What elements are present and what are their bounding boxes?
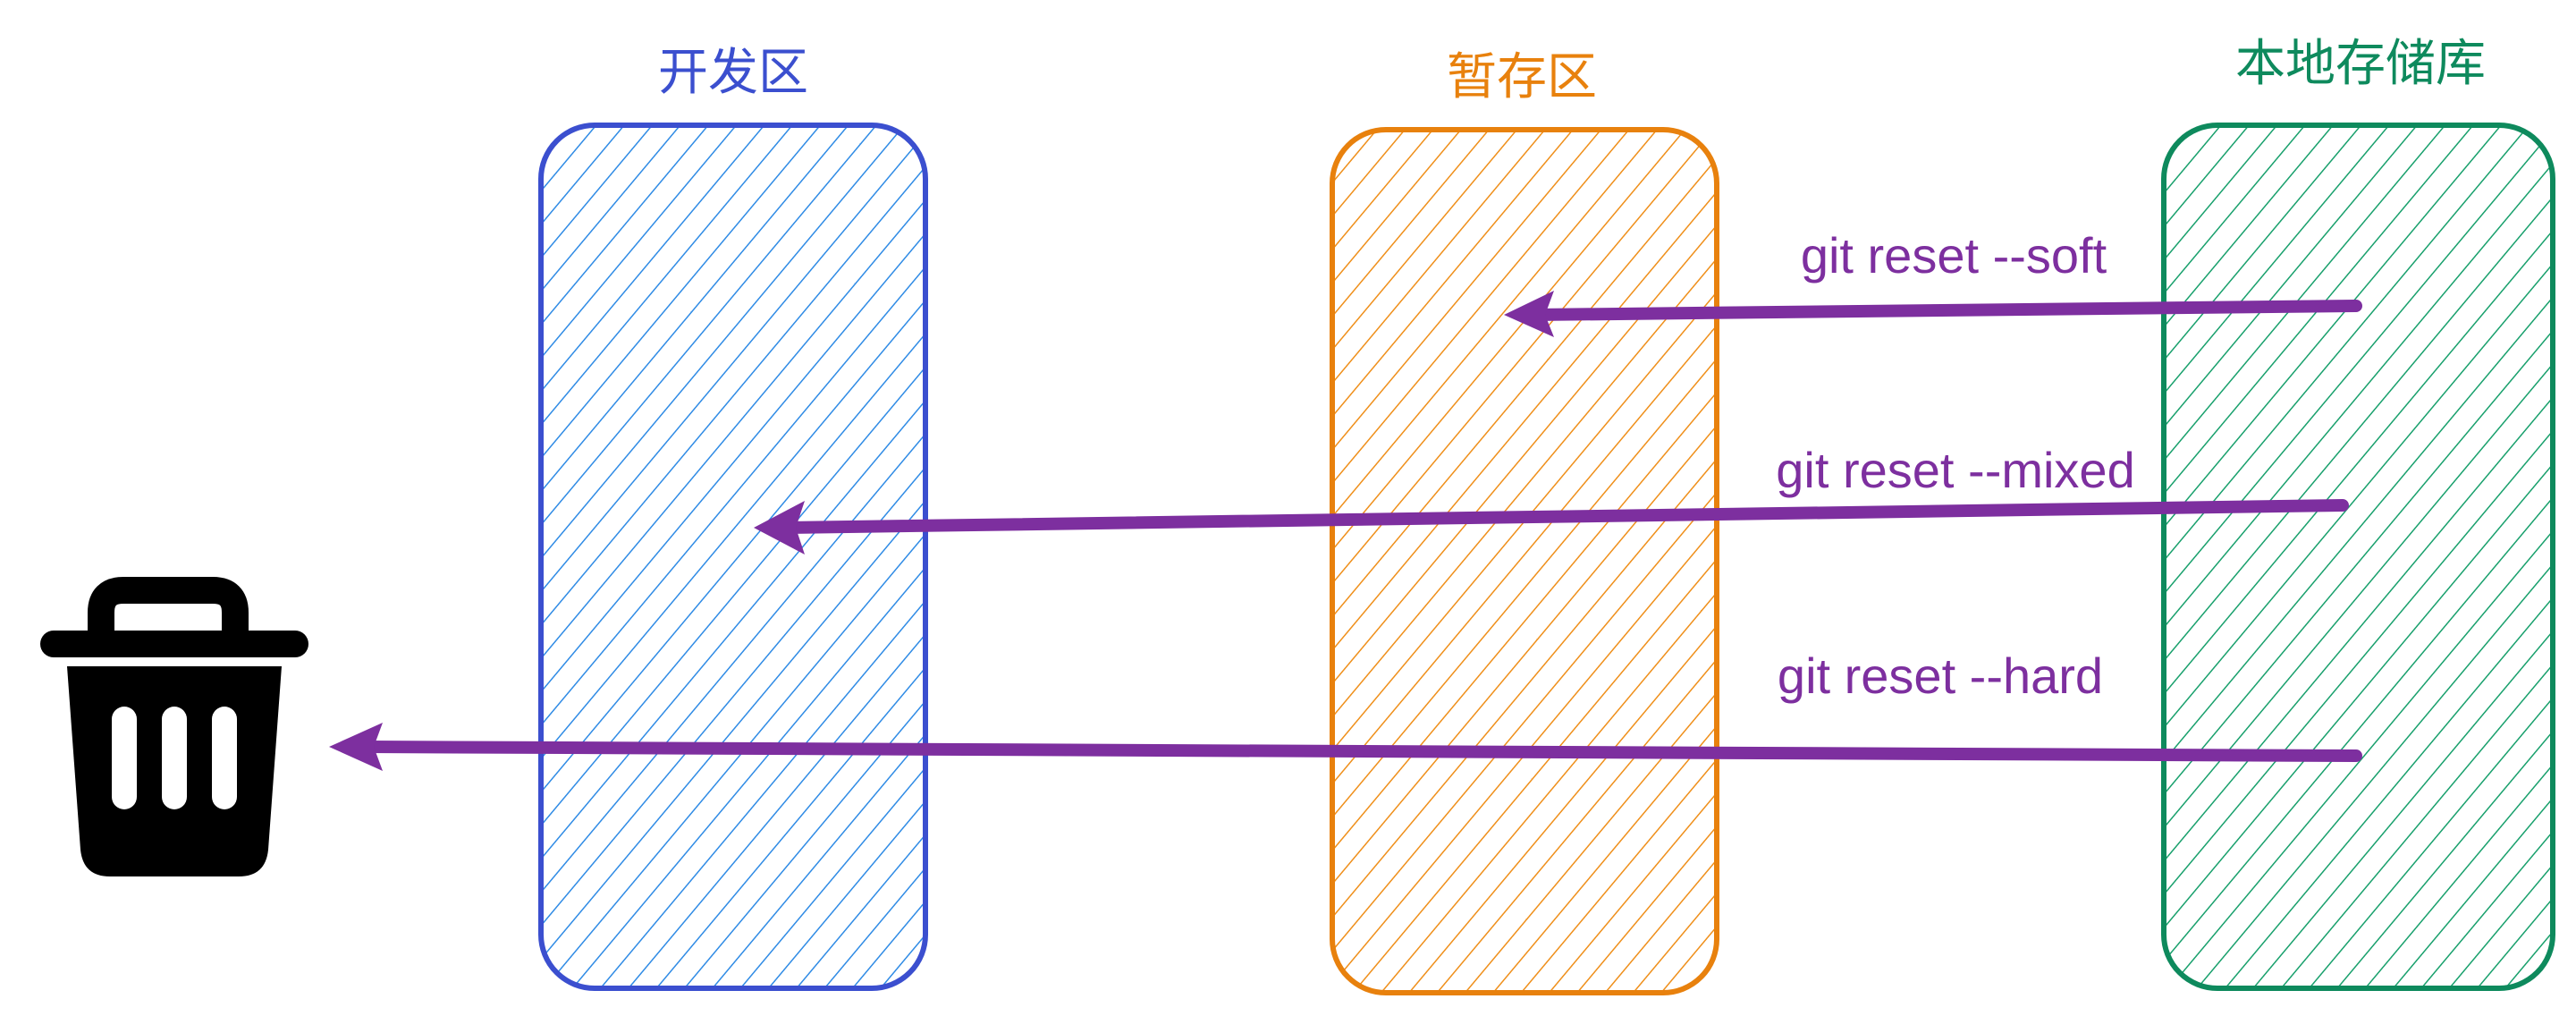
zone-dev-label: 开发区 — [658, 44, 808, 102]
label-mixed: git reset --mixed — [1776, 442, 2134, 498]
zone-dev-box — [541, 125, 925, 988]
zone-stage-label: 暂存区 — [1447, 48, 1597, 106]
zone-dev: 开发区 — [541, 44, 925, 988]
zone-repo-label: 本地存储库 — [2235, 35, 2486, 93]
label-hard: git reset --hard — [1778, 648, 2103, 704]
zone-stage-box — [1332, 130, 1717, 993]
zone-repo-box — [2164, 125, 2553, 988]
label-soft: git reset --soft — [1801, 227, 2107, 284]
trash-icon — [40, 590, 308, 876]
